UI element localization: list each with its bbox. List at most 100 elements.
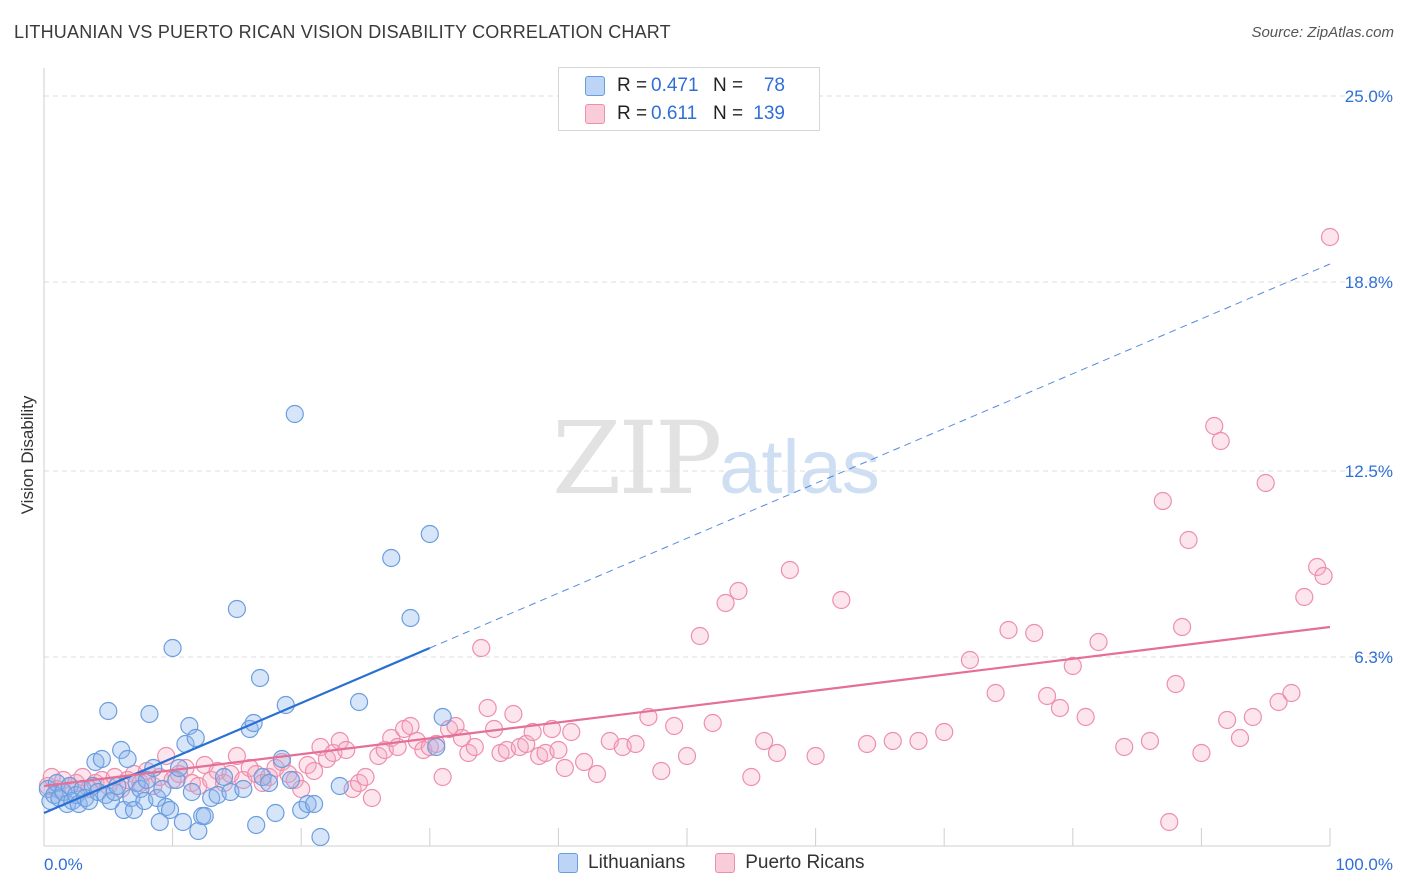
puerto-rican-point (523, 722, 542, 742)
lithuanian-point (420, 524, 439, 544)
puerto-rican-point (433, 767, 452, 787)
lithuanian-point (259, 773, 279, 793)
legend-label: Puerto Ricans (745, 852, 865, 873)
lithuanian-points (38, 404, 452, 847)
puerto-rican-point (1256, 473, 1275, 493)
puerto-rican-point (703, 713, 722, 733)
puerto-rican-point (1211, 431, 1230, 451)
puerto-rican-point (1320, 227, 1340, 247)
puerto-rican-point (1218, 710, 1237, 730)
legend-row-puerto-ricans: R = 0.611 N = 139 (585, 100, 785, 128)
puerto-rican-point (999, 620, 1018, 640)
lithuanian-point (214, 767, 234, 787)
puerto-rican-point (909, 731, 928, 751)
lithuanian-point (330, 776, 349, 796)
puerto-rican-point (1282, 683, 1301, 703)
r-value: 0.611 (651, 103, 698, 124)
puerto-rican-point (857, 734, 877, 754)
puerto-rican-point (755, 731, 774, 751)
x-tick-label: 0.0% (44, 855, 83, 874)
legend-item-lithuanians[interactable]: Lithuanians (558, 852, 685, 874)
watermark-zip: ZIP (552, 400, 722, 517)
puerto-rican-point (362, 788, 382, 808)
puerto-rican-point (1269, 692, 1288, 712)
lithuanian-point (382, 548, 401, 568)
puerto-rican-point (1063, 656, 1082, 676)
lithuanian-point (153, 779, 172, 799)
puerto-rican-point (1153, 491, 1172, 511)
lithuanian-point (304, 794, 324, 814)
source-label: Source: ZipAtlas.com (1251, 24, 1394, 41)
puerto-rican-point (465, 737, 484, 757)
puerto-rican-trend-line (43, 625, 1331, 788)
puerto-rican-point (1192, 743, 1211, 763)
puerto-rican-point (575, 752, 594, 772)
lithuanian-trend-line (43, 646, 431, 815)
puerto-rican-point (1173, 617, 1192, 637)
n-value: 78 (763, 75, 785, 96)
tick-labels: 6.3% 12.5% 18.8% 25.0% 0.0% 100.0% (44, 87, 1393, 874)
puerto-rican-point (780, 560, 799, 580)
n-value: 139 (753, 103, 785, 124)
gridlines (44, 95, 1390, 658)
lithuanian-point (101, 791, 120, 811)
puerto-rican-point (832, 590, 851, 610)
puerto-rican-point (1295, 587, 1314, 607)
puerto-rican-point (767, 743, 787, 763)
r-value: 0.471 (651, 75, 699, 96)
lithuanian-point (272, 749, 292, 769)
lithuanian-point (118, 749, 137, 769)
legend-item-puerto-ricans[interactable]: Puerto Ricans (715, 852, 865, 874)
puerto-rican-point (259, 767, 279, 787)
lithuanian-point (349, 692, 369, 712)
puerto-rican-point (555, 758, 574, 778)
r-label: R = (617, 75, 648, 96)
correlation-legend: R = 0.471 N = 78 R = 0.611 N = 139 (558, 67, 820, 131)
lithuanian-point (163, 638, 182, 658)
puerto-rican-point (1230, 728, 1250, 748)
lithuanian-trend-extension (429, 263, 1331, 649)
y-tick-label: 18.8% (1345, 273, 1393, 292)
puerto-rican-point (587, 764, 607, 784)
puerto-rican-point (1243, 707, 1262, 727)
puerto-rican-point (1160, 812, 1179, 832)
axes (43, 68, 1331, 847)
lithuanian-point (285, 404, 304, 424)
puerto-rican-point (1076, 707, 1095, 727)
puerto-rican-point (1314, 566, 1333, 586)
legend-swatch-blue (558, 853, 578, 873)
puerto-rican-points (38, 227, 1340, 832)
puerto-rican-point (935, 722, 954, 742)
lithuanian-point (227, 599, 246, 619)
puerto-rican-point (1166, 674, 1185, 694)
y-tick-label: 6.3% (1354, 648, 1393, 667)
puerto-rican-point (716, 593, 735, 613)
puerto-rican-point (690, 626, 709, 646)
puerto-rican-point (1205, 416, 1224, 436)
lithuanian-point (433, 707, 452, 727)
puerto-rican-point (549, 740, 568, 760)
puerto-rican-point (285, 770, 304, 790)
puerto-rican-point (478, 698, 497, 718)
puerto-rican-point (504, 704, 523, 724)
puerto-rican-point (401, 716, 420, 736)
n-label: N = (713, 75, 744, 96)
puerto-rican-point (729, 581, 748, 601)
puerto-rican-point (1140, 731, 1160, 751)
puerto-rican-point (1037, 686, 1057, 706)
puerto-rican-point (742, 767, 761, 787)
lithuanian-point (160, 800, 180, 820)
lithuanian-point (401, 608, 420, 628)
lithuanian-point (234, 779, 253, 799)
puerto-rican-point (1115, 737, 1134, 757)
lithuanian-point (186, 728, 205, 748)
puerto-rican-point (665, 716, 684, 736)
lithuanian-point (250, 668, 270, 688)
puerto-rican-point (356, 767, 375, 787)
puerto-rican-point (1089, 632, 1108, 652)
lithuanian-point (247, 815, 266, 835)
legend-swatch-blue (585, 76, 605, 96)
lithuanian-point (131, 779, 150, 799)
puerto-rican-point (626, 734, 645, 754)
